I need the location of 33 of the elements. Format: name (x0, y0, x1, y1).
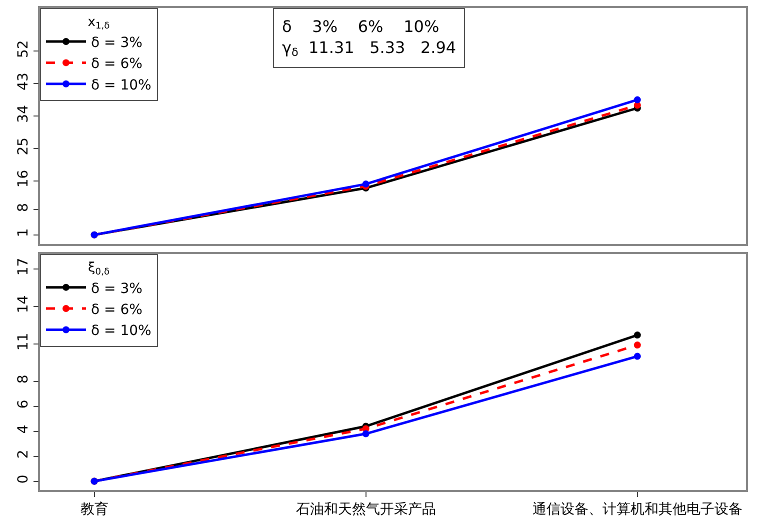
y-tick-label: 6 (16, 400, 32, 409)
x-tick-label: 石油和天然气开采产品 (296, 502, 436, 518)
point (362, 430, 370, 438)
y-tick-label: 11 (16, 332, 32, 351)
annotation: δ 3% 6% 10% (282, 17, 440, 36)
legend-label: δ = 10% (91, 323, 152, 340)
legend-title: ξ$_{0,δ}$ (88, 260, 110, 278)
y-tick-label: 14 (16, 295, 32, 314)
x-tick-label: 通信设备、计算机和其他电子设备 (532, 502, 742, 518)
y-tick-label: 52 (16, 40, 32, 58)
annotation: γ$_{δ}$ 11.31 5.33 2.94 (282, 38, 456, 60)
y-tick-label: 43 (16, 72, 32, 90)
legend-label: δ = 3% (91, 34, 142, 51)
point (634, 352, 641, 360)
y-tick-label: 8 (16, 203, 32, 212)
y-tick-label: 34 (16, 104, 32, 123)
point (634, 96, 641, 104)
legend-label: δ = 10% (91, 77, 152, 94)
y-tick-label: 1 (16, 228, 32, 238)
legend-label: δ = 3% (91, 280, 142, 297)
point (634, 332, 641, 339)
y-tick-label: 17 (16, 258, 32, 276)
y-tick-label: 25 (16, 137, 32, 156)
y-tick-label: 16 (16, 170, 32, 188)
legend-label: δ = 6% (91, 302, 142, 318)
y-tick-label: 4 (16, 424, 32, 434)
legend-label: δ = 6% (91, 56, 142, 72)
y-tick-label: 2 (16, 450, 32, 459)
y-tick-label: 0 (16, 474, 32, 484)
point (634, 342, 641, 349)
legend-title: x$_{1,δ}$ (88, 14, 110, 32)
y-tick-label: 8 (16, 374, 32, 384)
x-tick-label: 教育 (80, 500, 108, 518)
